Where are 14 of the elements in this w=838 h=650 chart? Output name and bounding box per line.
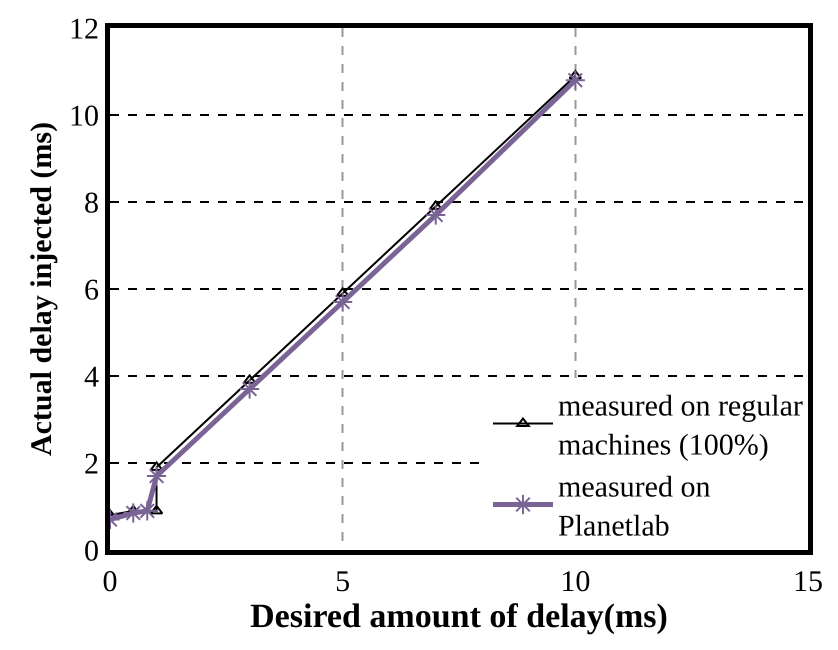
y-tick-label: 4 xyxy=(84,360,99,394)
y-tick-label: 2 xyxy=(84,448,99,480)
x-axis-title: Desired amount of delay(ms) xyxy=(250,598,668,635)
y-tick-label: 12 xyxy=(69,12,99,46)
legend-label: measured on Planetlab xyxy=(558,470,710,543)
y-axis-title: Actual delay injected (ms) xyxy=(25,122,58,456)
y-tick-label: 6 xyxy=(84,274,99,306)
x-tick-label: 5 xyxy=(335,565,350,598)
x-tick-label: 10 xyxy=(560,565,590,598)
legend-label: measured on regular machines (100%) xyxy=(558,390,803,462)
y-tick-label: 0 xyxy=(84,534,99,568)
x-tick-label: 15 xyxy=(793,565,823,598)
y-tick-label: 10 xyxy=(69,100,99,132)
y-tick-label: 8 xyxy=(84,186,99,220)
